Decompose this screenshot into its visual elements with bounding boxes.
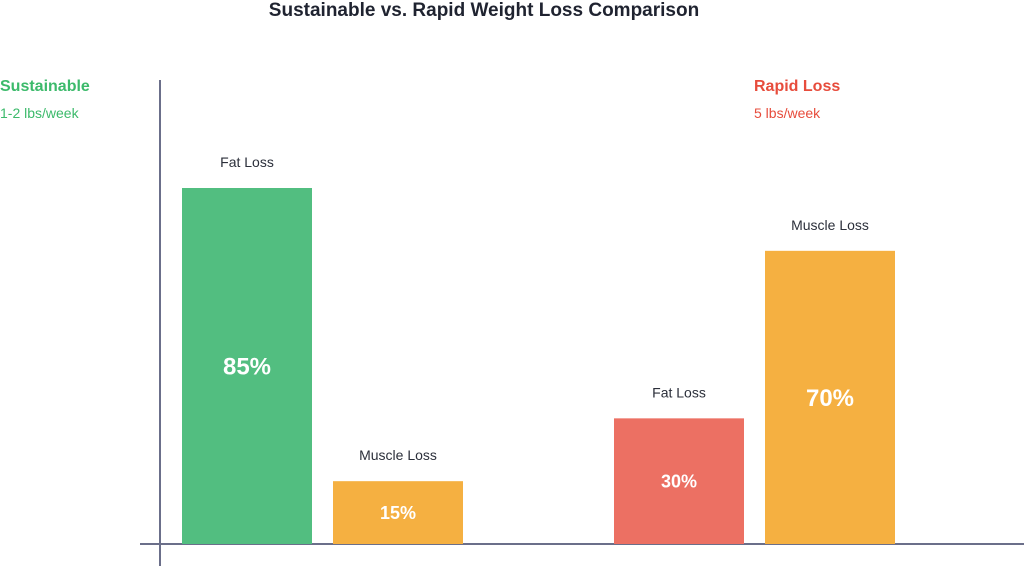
chart-title: Sustainable vs. Rapid Weight Loss Compar… [269, 0, 699, 21]
bar-rapid-loss-muscle-loss [765, 250, 895, 544]
bars-layer: Fat Loss 85% Muscle Loss 15% Fat Loss 30% Musc… [182, 154, 895, 544]
bar-sustainable-muscle-loss [333, 481, 463, 544]
bar-value-sustainable-fat-loss: 85% [223, 354, 271, 381]
group-title-sustainable: Sustainable [0, 78, 90, 95]
bar-value-rapid-loss-muscle-loss: 70% [806, 385, 854, 412]
bar-label-rapid-loss-muscle-loss: Muscle Loss [791, 217, 869, 233]
bar-sustainable-fat-loss [182, 188, 312, 544]
group-title-rapid: Rapid Loss [754, 78, 840, 95]
bar-label-sustainable-fat-loss: Fat Loss [220, 154, 274, 170]
group-subtitle-sustainable: 1-2 lbs/week [0, 105, 80, 121]
bar-label-sustainable-muscle-loss: Muscle Loss [359, 447, 437, 463]
bar-value-rapid-loss-fat-loss: 30% [661, 472, 697, 492]
bar-rapid-loss-fat-loss [614, 418, 744, 544]
bar-label-rapid-loss-fat-loss: Fat Loss [652, 384, 706, 400]
group-subtitle-rapid: 5 lbs/week [754, 105, 821, 121]
bar-value-sustainable-muscle-loss: 15% [380, 503, 416, 523]
